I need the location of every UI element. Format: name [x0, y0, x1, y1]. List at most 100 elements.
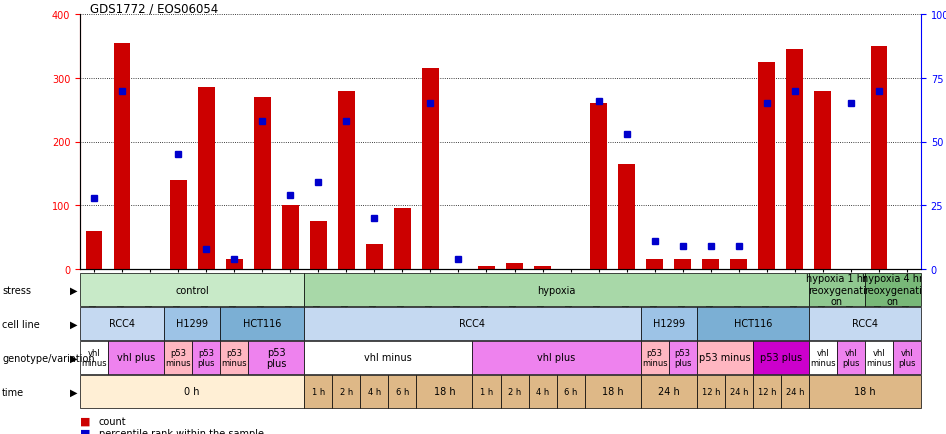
Text: control: control	[175, 285, 209, 295]
Bar	[725, 375, 753, 408]
Bar	[80, 273, 305, 306]
Bar	[85, 231, 102, 270]
Text: hypoxia 4 hr
reoxygenati
on: hypoxia 4 hr reoxygenati on	[863, 273, 923, 306]
Text: p53 plus: p53 plus	[760, 353, 802, 363]
Text: 4 h: 4 h	[536, 387, 550, 396]
Text: ■: ■	[80, 428, 91, 434]
Bar	[169, 181, 186, 270]
Bar	[220, 307, 305, 340]
Bar	[500, 375, 529, 408]
Text: 2 h: 2 h	[340, 387, 353, 396]
Bar	[809, 375, 921, 408]
Bar	[310, 222, 326, 270]
Bar	[506, 263, 523, 270]
Bar	[472, 375, 500, 408]
Bar	[80, 307, 164, 340]
Bar	[640, 341, 669, 374]
Bar	[759, 62, 775, 270]
Text: 18 h: 18 h	[602, 387, 623, 397]
Bar	[305, 375, 332, 408]
Text: 24 h: 24 h	[785, 387, 804, 396]
Text: cell line: cell line	[2, 319, 40, 329]
Bar	[108, 341, 164, 374]
Bar	[529, 375, 556, 408]
Bar	[478, 266, 495, 270]
Bar	[865, 341, 893, 374]
Text: genotype/variation: genotype/variation	[2, 353, 95, 363]
Text: p53 minus: p53 minus	[699, 353, 750, 363]
Text: time: time	[2, 387, 25, 397]
Bar	[646, 260, 663, 270]
Text: p53
minus: p53 minus	[642, 348, 668, 367]
Bar	[590, 104, 607, 270]
Text: p53
minus: p53 minus	[221, 348, 247, 367]
Bar	[394, 209, 411, 270]
Text: 0 h: 0 h	[184, 387, 200, 397]
Bar	[815, 91, 832, 270]
Text: p53
plus: p53 plus	[198, 348, 215, 367]
Text: RCC4: RCC4	[460, 319, 485, 329]
Text: p53
plus: p53 plus	[674, 348, 692, 367]
Text: hypoxia: hypoxia	[537, 285, 576, 295]
Bar	[786, 50, 803, 270]
Bar	[416, 375, 472, 408]
Bar	[332, 375, 360, 408]
Bar	[640, 307, 697, 340]
Text: vhl
minus: vhl minus	[867, 348, 892, 367]
Bar	[282, 206, 299, 270]
Text: hypoxia 1 hr
reoxygenati
on: hypoxia 1 hr reoxygenati on	[806, 273, 867, 306]
Bar	[893, 341, 921, 374]
Bar	[248, 341, 305, 374]
Bar	[198, 88, 215, 270]
Bar	[338, 91, 355, 270]
Text: 18 h: 18 h	[854, 387, 876, 397]
Bar	[780, 375, 809, 408]
Bar	[472, 341, 640, 374]
Bar	[305, 341, 472, 374]
Text: percentile rank within the sample: percentile rank within the sample	[99, 428, 264, 434]
Text: 18 h: 18 h	[433, 387, 455, 397]
Text: GDS1772 / EOS06054: GDS1772 / EOS06054	[90, 2, 219, 15]
Bar	[640, 375, 697, 408]
Bar	[702, 260, 719, 270]
Text: 12 h: 12 h	[758, 387, 776, 396]
Bar	[192, 341, 220, 374]
Text: count: count	[99, 416, 127, 426]
Bar	[865, 273, 921, 306]
Bar	[697, 307, 809, 340]
Bar	[305, 273, 809, 306]
Bar	[809, 273, 865, 306]
Text: stress: stress	[2, 285, 31, 295]
Bar	[556, 375, 585, 408]
Text: p53
plus: p53 plus	[266, 347, 287, 368]
Text: vhl minus: vhl minus	[364, 353, 412, 363]
Text: vhl
plus: vhl plus	[899, 348, 916, 367]
Bar	[366, 244, 383, 270]
Bar	[305, 307, 640, 340]
Text: RCC4: RCC4	[852, 319, 878, 329]
Bar	[870, 47, 887, 270]
Text: 4 h: 4 h	[368, 387, 381, 396]
Bar	[809, 341, 837, 374]
Text: RCC4: RCC4	[109, 319, 135, 329]
Bar	[619, 164, 635, 270]
Text: 24 h: 24 h	[657, 387, 679, 397]
Bar	[753, 341, 809, 374]
Text: vhl plus: vhl plus	[537, 353, 576, 363]
Text: ▶: ▶	[70, 285, 78, 295]
Bar	[809, 307, 921, 340]
Text: ▶: ▶	[70, 353, 78, 363]
Bar	[164, 341, 192, 374]
Text: H1299: H1299	[176, 319, 208, 329]
Bar	[669, 341, 697, 374]
Bar	[534, 266, 551, 270]
Text: ▶: ▶	[70, 319, 78, 329]
Text: H1299: H1299	[653, 319, 685, 329]
Bar	[254, 98, 271, 270]
Text: 1 h: 1 h	[311, 387, 324, 396]
Bar	[585, 375, 640, 408]
Bar	[697, 341, 753, 374]
Text: HCT116: HCT116	[243, 319, 281, 329]
Bar	[837, 341, 865, 374]
Text: p53
minus: p53 minus	[166, 348, 191, 367]
